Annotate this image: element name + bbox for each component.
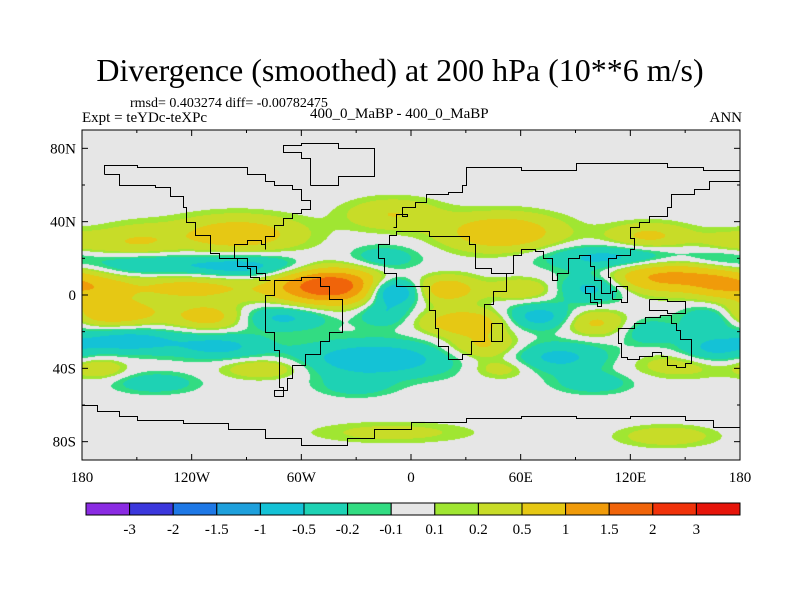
colorbar-bin (216, 502, 261, 516)
colorbar-label: -0.5 (292, 522, 316, 538)
y-tick-label: 40S (53, 361, 76, 377)
coastlines (82, 143, 740, 446)
divergence-field (82, 130, 740, 460)
colorbar-bin (172, 502, 218, 516)
coastline-path (612, 286, 628, 303)
coastline-path (104, 165, 311, 281)
colorbar-label: -0.1 (379, 522, 403, 538)
x-tick-label: 180 (71, 470, 94, 486)
rmsd-diff-stats: rmsd= 0.403274 diff= -0.00782475 (130, 96, 328, 111)
colorbar-bin (565, 502, 610, 516)
y-tick-label: 0 (69, 288, 77, 304)
colorbar-label: -2 (167, 522, 180, 538)
colorbar-label: -1 (254, 522, 267, 538)
coastline-path (618, 315, 692, 368)
season-label: ANN (709, 110, 743, 126)
colorbar-bin (303, 502, 349, 516)
chart-title: Divergence (smoothed) at 200 hPa (10**6 … (96, 52, 704, 88)
coastline-path (265, 277, 343, 397)
colorbar-bin (85, 502, 131, 516)
x-tick-label: 120E (614, 470, 646, 486)
x-tick-label: 60W (287, 470, 317, 486)
axis-ticks: 180 120W 60W 0 60E 120E 180 80N 40N 0 40S 80S (50, 130, 751, 486)
y-tick-label: 40N (50, 215, 76, 231)
x-tick-label: 120W (173, 470, 211, 486)
colorbar-bin (695, 502, 741, 516)
colorbar-label: -3 (123, 522, 136, 538)
colorbar-label: 0.5 (513, 522, 532, 538)
colorbar-label: 0.2 (469, 522, 488, 538)
colorbar-label: 0.1 (425, 522, 444, 538)
colorbar-bin (129, 502, 174, 516)
case-label: 400_0_MaBP - 400_0_MaBP (310, 106, 489, 122)
colorbar-bin (477, 502, 523, 516)
colorbar-bin (521, 502, 567, 516)
colorbar-label: -1.5 (205, 522, 229, 538)
colorbar-bin (390, 502, 436, 516)
x-tick-label: 180 (729, 470, 752, 486)
colorbar-label: 1.5 (600, 522, 619, 538)
y-tick-label: 80N (50, 141, 76, 157)
coastline-path (585, 286, 602, 307)
coastline-path (378, 231, 507, 360)
coastline-path (491, 323, 503, 342)
y-tick-label: 80S (53, 435, 76, 451)
colorbar-bin (652, 502, 697, 516)
colorbar-label: 1 (562, 522, 570, 538)
colorbar-label: -0.2 (336, 522, 360, 538)
colorbar: -3 -2 -1.5 -1 -0.5 -0.2 -0.1 0.1 0.2 0.5 1 1.5 2 3 (85, 502, 741, 538)
coastline-path (649, 299, 686, 314)
coastline-path (82, 405, 740, 446)
x-tick-label: 0 (407, 470, 415, 486)
colorbar-bin (347, 502, 392, 516)
colorbar-bin (434, 502, 479, 516)
x-tick-label: 60E (509, 470, 533, 486)
colorbar-bin (259, 502, 305, 516)
colorbar-label: 3 (693, 522, 701, 538)
coastline-path (283, 143, 375, 186)
coastline-path (506, 174, 740, 294)
coastline-path (393, 163, 740, 228)
experiment-label: Expt = teYDc-teXPc (82, 110, 208, 126)
colorbar-label: 2 (649, 522, 657, 538)
colorbar-bin (608, 502, 654, 516)
